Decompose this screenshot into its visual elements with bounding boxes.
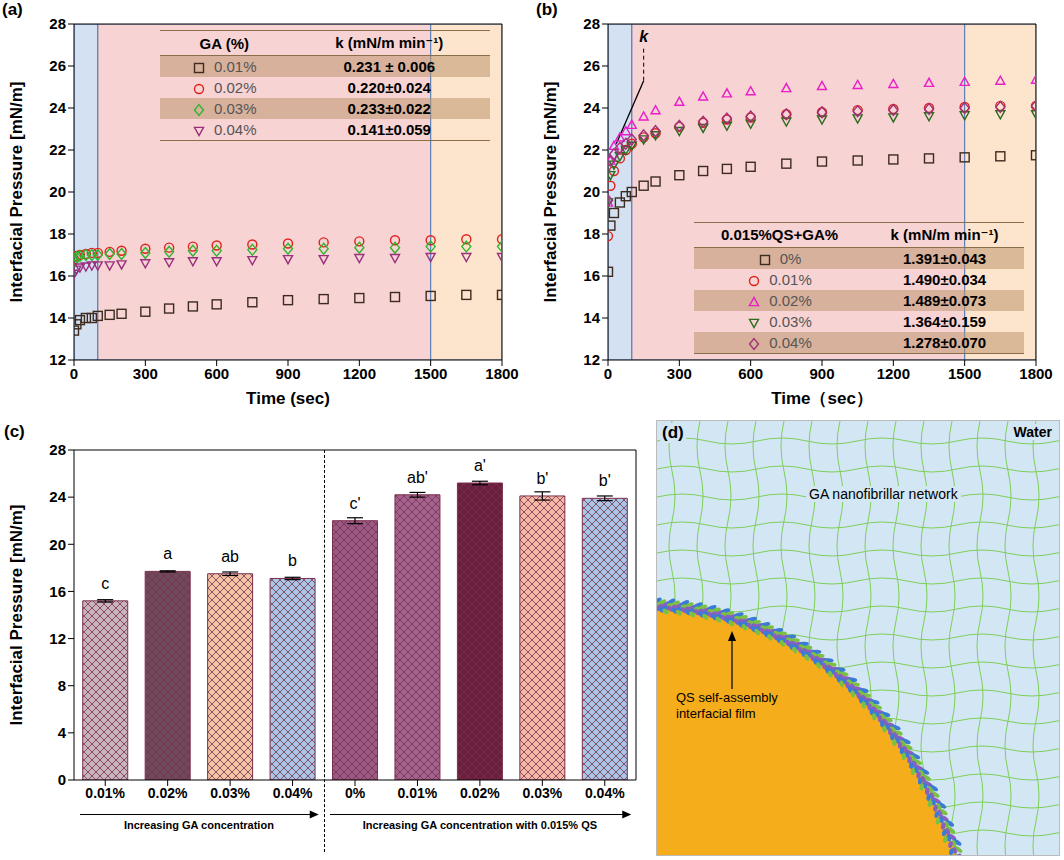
- html-text:(d): (d): [662, 423, 684, 442]
- svg-text:c: c: [101, 575, 109, 592]
- svg-text:28: 28: [49, 15, 66, 32]
- svg-text:16: 16: [49, 583, 66, 600]
- svg-text:Interfacial Pressure [mN/m]: Interfacial Pressure [mN/m]: [7, 504, 26, 725]
- html-text:QS self-assembly interfacial f: QS self-assembly interfacial film: [676, 690, 778, 721]
- svg-text:900: 900: [809, 365, 834, 382]
- svg-text:ab': ab': [407, 469, 428, 486]
- html-text:1.391±0.043: 1.391±0.043: [902, 249, 987, 267]
- svg-text:8: 8: [58, 677, 66, 694]
- svg-text:600: 600: [204, 365, 229, 382]
- html-text:1.489±0.073: 1.489±0.073: [902, 291, 987, 309]
- svg-text:28: 28: [583, 15, 600, 32]
- html-text:Water: Water: [1013, 424, 1052, 440]
- svg-text:4: 4: [58, 724, 67, 741]
- html-text:0.02%: 0.02%: [769, 291, 812, 309]
- svg-text:26: 26: [49, 57, 66, 74]
- svg-text:1200: 1200: [877, 365, 910, 382]
- svg-text:1200: 1200: [343, 365, 376, 382]
- html-text:GA nanofibrillar network: GA nanofibrillar network: [809, 486, 958, 502]
- svg-text:0.03%: 0.03%: [522, 785, 562, 801]
- html-text:0.02%: 0.02%: [214, 79, 257, 96]
- svg-text:600: 600: [738, 365, 763, 382]
- svg-text:0.01%: 0.01%: [85, 785, 125, 801]
- svg-text:24: 24: [583, 99, 600, 116]
- html-text:(c): (c): [4, 422, 25, 441]
- svg-text:0.04%: 0.04%: [273, 785, 313, 801]
- svg-text:0.02%: 0.02%: [148, 785, 188, 801]
- html-text:0.04%: 0.04%: [769, 334, 812, 351]
- svg-text:12: 12: [49, 351, 66, 368]
- html-text:0.04%: 0.04%: [214, 121, 257, 139]
- svg-text:1800: 1800: [485, 365, 518, 382]
- html-text:0.220±0.024: 0.220±0.024: [347, 79, 431, 96]
- svg-text:20: 20: [49, 536, 66, 553]
- svg-text:a: a: [163, 545, 172, 562]
- svg-text:0: 0: [604, 365, 612, 382]
- svg-text:0: 0: [70, 365, 78, 382]
- svg-text:Time (sec): Time (sec): [246, 389, 330, 408]
- svg-text:0: 0: [58, 771, 66, 788]
- html-text:0.01%: 0.01%: [769, 270, 812, 288]
- svg-text:b: b: [288, 552, 297, 569]
- svg-text:24: 24: [49, 488, 66, 505]
- html-text:1.490±0.034: 1.490±0.034: [902, 270, 987, 288]
- svg-text:16: 16: [583, 267, 600, 284]
- svg-text:20: 20: [583, 183, 600, 200]
- html-text:1.278±0.070: 1.278±0.070: [902, 334, 987, 351]
- svg-text:12: 12: [583, 351, 600, 368]
- svg-text:1500: 1500: [948, 365, 981, 382]
- svg-text:24: 24: [49, 99, 66, 116]
- html-text:Increasing GA concentration: Increasing GA concentration: [123, 819, 274, 831]
- svg-text:1500: 1500: [414, 365, 447, 382]
- html-text:0.231 ± 0.006: 0.231 ± 0.006: [343, 58, 436, 75]
- html-text:Increasing GA concentration wi: Increasing GA concentration with 0.015% …: [362, 819, 597, 831]
- svg-text:18: 18: [583, 225, 600, 242]
- html-text:k (mN/m min⁻¹): k (mN/m min⁻¹): [335, 34, 444, 51]
- svg-text:c': c': [349, 495, 360, 512]
- svg-text:14: 14: [49, 309, 66, 326]
- svg-text:0.03%: 0.03%: [210, 785, 250, 801]
- svg-text:26: 26: [583, 57, 600, 74]
- html-text:(b): (b): [536, 0, 558, 19]
- html-text:1.364±0.159: 1.364±0.159: [902, 313, 987, 330]
- svg-text:22: 22: [49, 141, 66, 158]
- svg-text:Time（sec）: Time（sec）: [771, 389, 873, 408]
- html-text:0.03%: 0.03%: [214, 100, 257, 118]
- svg-text:22: 22: [583, 141, 600, 158]
- svg-text:900: 900: [275, 365, 300, 382]
- svg-text:28: 28: [49, 441, 66, 458]
- html-text:0.015%QS+GA%: 0.015%QS+GA%: [721, 226, 839, 244]
- svg-text:20: 20: [49, 183, 66, 200]
- svg-text:12: 12: [49, 630, 66, 647]
- svg-text:300: 300: [133, 365, 158, 382]
- svg-text:300: 300: [667, 365, 692, 382]
- svg-text:Interfacial Pressure [mN/m]: Interfacial Pressure [mN/m]: [7, 81, 26, 302]
- html-text:0.233±0.022: 0.233±0.022: [347, 100, 431, 118]
- svg-text:Interfacial Pressure [mN/m]: Interfacial Pressure [mN/m]: [541, 81, 560, 302]
- svg-text:b': b': [599, 472, 611, 489]
- svg-text:a': a': [474, 457, 486, 474]
- html-text:(a): (a): [2, 0, 23, 19]
- svg-text:0%: 0%: [345, 785, 366, 801]
- svg-text:14: 14: [583, 309, 600, 326]
- svg-text:0.04%: 0.04%: [585, 785, 625, 801]
- html-text:GA (%): GA (%): [199, 34, 249, 52]
- html-text:0.141±0.059: 0.141±0.059: [347, 121, 431, 139]
- svg-text:b': b': [536, 470, 548, 487]
- svg-text:ab: ab: [221, 548, 239, 565]
- svg-text:1800: 1800: [1019, 365, 1052, 382]
- html-text:0%: 0%: [779, 249, 802, 267]
- html-text:k (mN/m min⁻¹): k (mN/m min⁻¹): [890, 225, 999, 243]
- svg-text:k: k: [639, 28, 649, 45]
- html-text:0.01%: 0.01%: [214, 58, 257, 75]
- svg-text:18: 18: [49, 225, 66, 242]
- svg-text:0.01%: 0.01%: [398, 785, 438, 801]
- html-text:0.03%: 0.03%: [769, 312, 812, 330]
- svg-text:0.02%: 0.02%: [460, 785, 500, 801]
- svg-text:16: 16: [49, 267, 66, 284]
